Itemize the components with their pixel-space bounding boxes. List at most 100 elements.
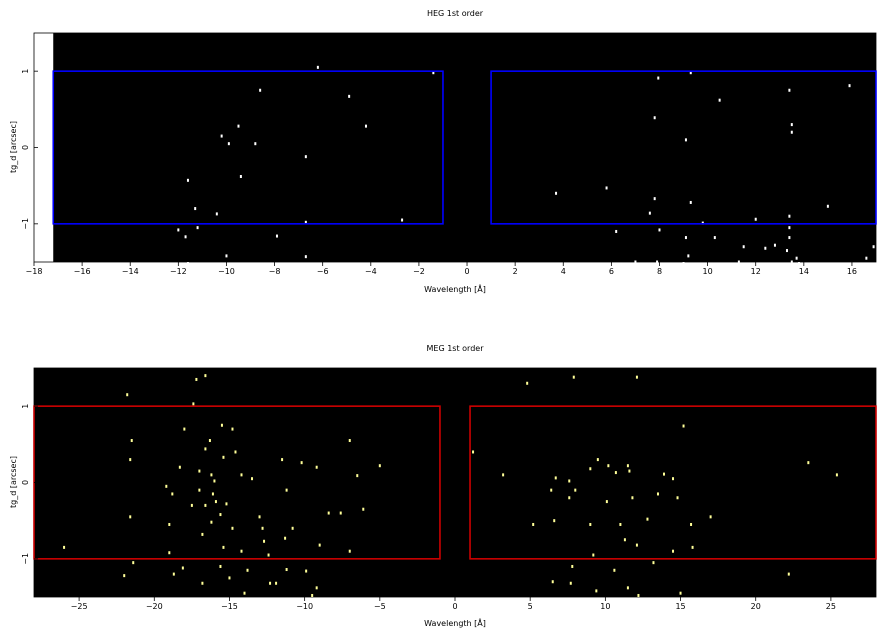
- meg-plot-frame: [33, 367, 877, 598]
- meg-point: [300, 461, 303, 465]
- meg-y-tick-label: 0: [21, 480, 30, 485]
- heg-point: [432, 71, 435, 75]
- meg-point: [234, 450, 237, 454]
- meg-point: [635, 375, 638, 379]
- meg-point: [222, 455, 225, 459]
- meg-point: [614, 471, 617, 475]
- meg-point: [709, 515, 712, 519]
- heg-plot-background: [53, 33, 876, 262]
- meg-point: [267, 553, 270, 557]
- meg-y-tick-label: 1: [21, 404, 30, 409]
- meg-title: MEG 1st order: [427, 344, 485, 353]
- heg-regions: [52, 70, 877, 225]
- heg-point: [682, 262, 685, 266]
- meg-point: [568, 479, 571, 483]
- meg-x-tick-label: −25: [71, 602, 88, 611]
- heg-x-tick-label: −18: [26, 267, 43, 276]
- heg-point: [865, 256, 868, 260]
- heg-x-tick-label: 10: [703, 267, 713, 276]
- meg-point: [592, 553, 595, 557]
- heg-point: [764, 246, 767, 250]
- meg-point: [626, 586, 629, 590]
- heg-x-axis-label: Wavelength [Å]: [424, 283, 486, 294]
- meg-point: [198, 469, 201, 473]
- heg-point: [275, 234, 278, 238]
- meg-point: [210, 473, 213, 477]
- heg-x-tick-label: −16: [74, 267, 91, 276]
- heg-point: [254, 142, 257, 146]
- heg-region-box: [52, 70, 444, 225]
- meg-y-tick-label: −1: [21, 553, 30, 565]
- meg-point: [198, 488, 201, 492]
- meg-point: [362, 507, 365, 511]
- heg-x-tick-label: 16: [847, 267, 857, 276]
- meg-x-tick-label: −10: [296, 602, 313, 611]
- meg-point: [190, 503, 193, 507]
- meg-point: [569, 581, 572, 585]
- meg-point: [240, 549, 243, 553]
- heg-point: [826, 204, 829, 208]
- meg-point: [551, 580, 554, 584]
- meg-point: [129, 515, 132, 519]
- meg-point: [605, 500, 608, 504]
- meg-point: [258, 515, 261, 519]
- heg-point: [657, 76, 660, 80]
- meg-point: [339, 511, 342, 515]
- meg-point: [690, 522, 693, 526]
- heg-point: [790, 123, 793, 127]
- heg-point: [773, 243, 776, 247]
- heg-point: [788, 236, 791, 240]
- heg-point: [605, 186, 608, 190]
- meg-point: [168, 522, 171, 526]
- meg-point: [231, 427, 234, 431]
- meg-point: [171, 492, 174, 496]
- meg-point: [526, 381, 529, 385]
- meg-point: [613, 568, 616, 572]
- meg-x-axis: −25 −20 −15 −10 −5 0 5 10 15 20 25: [71, 597, 836, 611]
- heg-x-axis: −18 −16 −14 −12 −10 −8 −6 −4 −2 0 2 4 6 8 10 12 14 16: [26, 262, 857, 276]
- meg-panel: MEG 1st order −25 −20 −15 −10 −5 0 5 10 15 20 25 −…: [9, 344, 877, 628]
- meg-x-tick-label: −5: [374, 602, 386, 611]
- meg-point: [275, 581, 278, 585]
- meg-point: [228, 576, 231, 580]
- meg-y-axis: −1 0 1: [21, 404, 38, 565]
- meg-point: [619, 522, 622, 526]
- heg-point: [237, 124, 240, 128]
- meg-point: [291, 526, 294, 530]
- meg-point: [204, 503, 207, 507]
- meg-point: [348, 549, 351, 553]
- heg-point: [653, 197, 656, 201]
- heg-point: [215, 212, 218, 216]
- heg-point: [348, 94, 351, 98]
- meg-point: [656, 492, 659, 496]
- heg-x-tick-label: −6: [317, 267, 329, 276]
- meg-point: [305, 569, 308, 573]
- heg-point: [316, 65, 319, 69]
- meg-point: [315, 465, 318, 469]
- meg-point: [214, 500, 217, 504]
- heg-point: [648, 211, 651, 215]
- meg-point: [554, 476, 557, 480]
- meg-point: [662, 472, 665, 476]
- heg-x-tick-label: −8: [269, 267, 281, 276]
- meg-point: [240, 473, 243, 477]
- meg-point: [631, 496, 634, 500]
- meg-x-tick-label: 5: [528, 602, 533, 611]
- heg-y-tick-label: 1: [21, 69, 30, 74]
- heg-point: [304, 155, 307, 159]
- meg-point: [691, 545, 694, 549]
- heg-x-tick-label: −14: [122, 267, 139, 276]
- meg-point: [672, 549, 675, 553]
- heg-point: [658, 228, 661, 232]
- meg-point: [626, 464, 629, 468]
- heg-point: [186, 178, 189, 182]
- heg-point: [656, 260, 659, 264]
- meg-x-tick-label: 15: [675, 602, 685, 611]
- heg-point: [684, 138, 687, 142]
- meg-point: [574, 488, 577, 492]
- heg-point: [848, 84, 851, 88]
- meg-point: [210, 520, 213, 524]
- meg-point: [201, 532, 204, 536]
- heg-point: [225, 254, 228, 258]
